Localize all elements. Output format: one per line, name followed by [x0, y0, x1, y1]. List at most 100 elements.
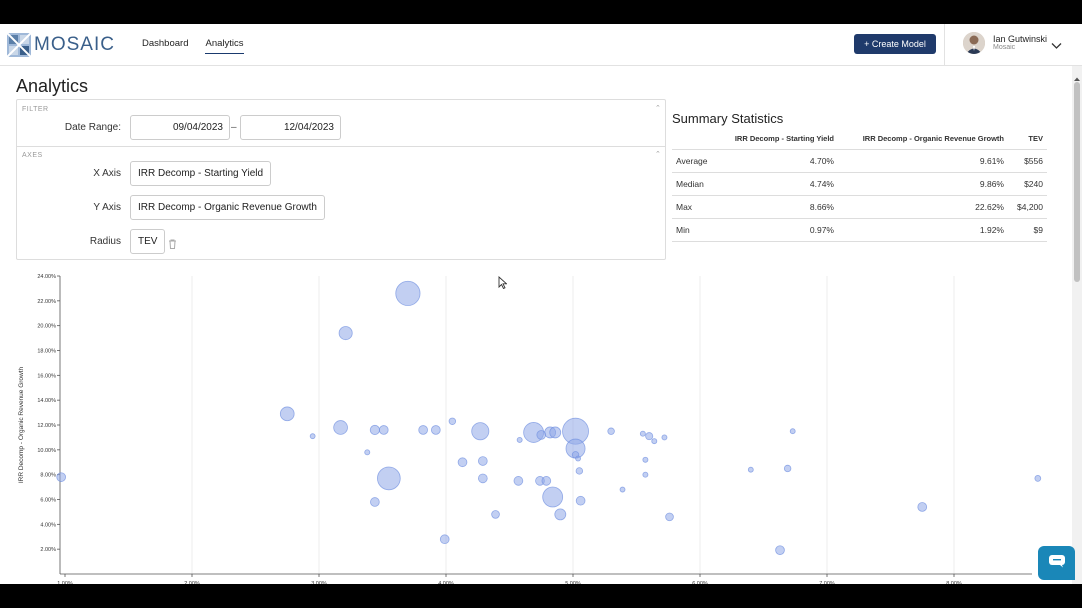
- table-cell: $4,200: [1008, 195, 1047, 219]
- y-axis-title: IRR Decomp - Organic Revenue Growth: [18, 366, 25, 483]
- x-tick-label: 6.00%: [692, 581, 708, 584]
- table-cell: 4.74%: [720, 172, 838, 196]
- mouse-cursor-icon: [498, 275, 508, 294]
- nav-analytics[interactable]: Analytics: [205, 38, 244, 54]
- table-cell: 1.92%: [838, 218, 1008, 242]
- radius-label: Radius: [89, 236, 121, 247]
- data-point: [377, 466, 401, 491]
- end-date-input[interactable]: 12/04/2023: [240, 115, 341, 140]
- data-point: [439, 534, 450, 545]
- create-model-button[interactable]: + Create Model: [854, 34, 936, 54]
- panel-divider: [17, 146, 665, 147]
- data-point: [338, 326, 353, 341]
- data-point: [642, 456, 649, 463]
- y-tick-label: 6.00%: [40, 498, 56, 504]
- x-axis-label: X Axis: [93, 168, 121, 179]
- data-point: [642, 471, 649, 478]
- table-row: Median 4.74% 9.86% $240: [672, 172, 1047, 196]
- user-name: Ian Gutwinski: [993, 33, 1048, 44]
- collapse-axes-icon[interactable]: ⌃: [655, 151, 661, 158]
- x-tick-label: 5.00%: [565, 581, 581, 584]
- axes-section-label: AXES: [22, 152, 43, 159]
- top-bar: MOSAIC Dashboard Analytics + Create Mode…: [0, 24, 1082, 66]
- table-cell: 4.70%: [720, 149, 838, 173]
- scroll-up-icon[interactable]: [1073, 69, 1081, 87]
- filter-panel: FILTER ⌃ Date Range: 09/04/2023 – 12/04/…: [16, 99, 666, 260]
- header-divider: [944, 24, 945, 66]
- row-label: Median: [672, 172, 720, 196]
- data-point: [542, 486, 564, 508]
- x-tick-label: 2.00%: [184, 581, 200, 584]
- avatar: [963, 32, 985, 54]
- radius-select[interactable]: TEV: [130, 229, 166, 254]
- data-point: [575, 455, 581, 462]
- trash-icon[interactable]: [168, 236, 177, 254]
- x-tick-label: 1.00%: [57, 581, 73, 584]
- data-point: [395, 280, 421, 306]
- row-label: Average: [672, 149, 720, 173]
- y-tick-label: 24.00%: [37, 274, 56, 280]
- data-point: [789, 428, 796, 435]
- table-cell: 0.97%: [720, 218, 838, 242]
- data-point: [575, 467, 584, 475]
- bubble-chart[interactable]: 1.00% 2.00% 3.00% 4.00% 5.00% 6.00% 7.00% 8.00%…: [0, 264, 1060, 584]
- y-axis-label: Y Axis: [93, 202, 121, 213]
- table-header-row: IRR Decomp - Starting Yield IRR Decomp -…: [672, 128, 1047, 150]
- data-point: [457, 457, 468, 468]
- scrollbar[interactable]: [1072, 66, 1082, 584]
- data-point: [1034, 475, 1042, 482]
- data-point: [369, 424, 380, 436]
- nav-dashboard[interactable]: Dashboard: [142, 38, 189, 49]
- chat-icon: [1048, 554, 1066, 573]
- chevron-down-icon[interactable]: [1051, 37, 1062, 55]
- column-header: IRR Decomp - Organic Revenue Growth: [838, 128, 1008, 150]
- data-point: [541, 476, 552, 486]
- data-point: [665, 512, 674, 522]
- collapse-filter-icon[interactable]: ⌃: [655, 105, 661, 112]
- data-point: [575, 495, 586, 506]
- data-point: [645, 432, 654, 441]
- table-cell: 22.62%: [838, 195, 1008, 219]
- data-point: [775, 545, 785, 555]
- data-point: [431, 425, 441, 435]
- summary-table: IRR Decomp - Starting Yield IRR Decomp -…: [672, 128, 1047, 242]
- data-point: [639, 430, 646, 437]
- data-point: [378, 425, 389, 435]
- data-point: [279, 406, 295, 422]
- data-point: [619, 486, 626, 493]
- scrollbar-thumb[interactable]: [1074, 82, 1080, 282]
- table-cell: $556: [1008, 149, 1047, 173]
- y-tick-label: 16.00%: [37, 373, 56, 379]
- data-point: [364, 449, 371, 456]
- data-point: [536, 430, 547, 440]
- data-point: [309, 433, 316, 440]
- data-point: [471, 422, 490, 441]
- data-point: [370, 497, 380, 507]
- y-tick-label: 10.00%: [37, 448, 56, 454]
- y-tick-label: 2.00%: [40, 547, 56, 553]
- data-point: [418, 425, 428, 435]
- app-window: MOSAIC Dashboard Analytics + Create Mode…: [0, 24, 1082, 584]
- main-nav: Dashboard Analytics: [142, 38, 244, 54]
- data-point: [607, 427, 615, 435]
- y-tick-label: 12.00%: [37, 423, 56, 429]
- chat-button[interactable]: [1038, 546, 1075, 580]
- y-tick-label: 22.00%: [37, 299, 56, 305]
- date-separator: –: [231, 122, 237, 133]
- user-menu[interactable]: Ian Gutwinski Mosaic: [963, 32, 1047, 54]
- data-point: [478, 456, 488, 466]
- date-range-label: Date Range:: [64, 122, 121, 133]
- data-point: [783, 464, 792, 473]
- x-axis-select[interactable]: IRR Decomp - Starting Yield: [130, 161, 272, 186]
- table-cell: 9.61%: [838, 149, 1008, 173]
- start-date-input[interactable]: 09/04/2023: [130, 115, 230, 140]
- data-point: [917, 502, 928, 512]
- table-row: Max 8.66% 22.62% $4,200: [672, 195, 1047, 219]
- table-cell: $240: [1008, 172, 1047, 196]
- y-axis-select[interactable]: IRR Decomp - Organic Revenue Growth: [130, 195, 325, 220]
- logo[interactable]: MOSAIC: [6, 32, 115, 58]
- column-header: [672, 128, 720, 150]
- logo-mark-icon: [6, 32, 32, 58]
- data-point: [747, 466, 754, 473]
- user-org: Mosaic: [993, 44, 1016, 52]
